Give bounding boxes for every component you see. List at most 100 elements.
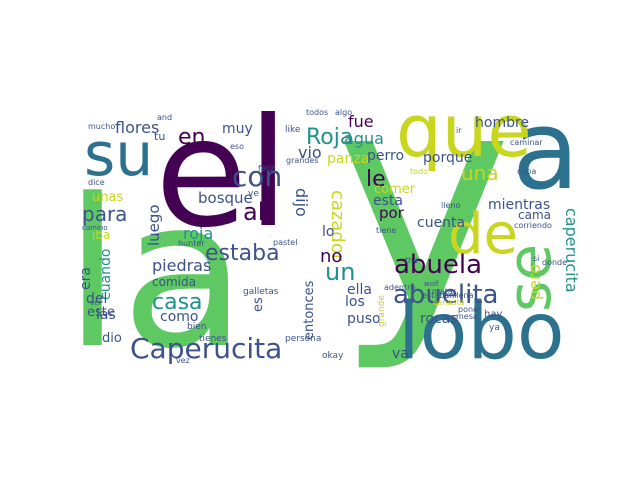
cloud-word-roja_y: Roja [306, 125, 353, 150]
cloud-word-las: las [96, 307, 116, 323]
cloud-word-pastel: pastel [273, 238, 297, 247]
cloud-word-flores: flores [115, 118, 159, 137]
cloud-word-era: era [78, 267, 94, 290]
cloud-word-feliz: feliz [258, 164, 274, 173]
cloud-word-cuenta: cuenta [417, 215, 465, 231]
cloud-word-va: va [392, 346, 409, 362]
cloud-word-agua: agua [344, 129, 384, 148]
cloud-word-rocas: rocas [420, 311, 458, 327]
cloud-word-grandes: grandes [286, 156, 319, 165]
cloud-word-que: que [396, 89, 532, 173]
cloud-word-corriendo: corriendo [514, 221, 552, 230]
cloud-word-lo: lo [322, 224, 334, 240]
cloud-word-cuando: cuando [98, 249, 114, 300]
cloud-word-todo: todo [410, 167, 428, 176]
cloud-word-caperucita_v: caperucita [562, 208, 581, 293]
cloud-word-como: como [160, 309, 198, 325]
cloud-word-no: no [320, 246, 342, 267]
cloud-word-los: los [345, 294, 365, 310]
cloud-word-mientras: mientras [488, 197, 550, 213]
cloud-word-piedras: piedras [152, 256, 211, 275]
cloud-word-la: la [64, 156, 247, 394]
cloud-word-se: se [495, 244, 565, 312]
cloud-word-le: le [366, 167, 386, 192]
cloud-word-al: al [243, 198, 264, 226]
cloud-background [70, 115, 580, 375]
cloud-word-perro: perro [367, 148, 404, 164]
cloud-word-matar: matar [432, 287, 457, 296]
cloud-word-wolf: wolf [424, 280, 439, 288]
cloud-word-cama: cama [518, 208, 551, 222]
cloud-word-like: like [285, 125, 301, 135]
cloud-word-ya: ya [489, 323, 500, 333]
cloud-word-estaba: estaba [205, 241, 280, 266]
cloud-word-grande: grande [377, 295, 387, 327]
cloud-word-tienes: tienes [199, 334, 227, 344]
cloud-word-algo: algo [335, 108, 352, 117]
cloud-word-comer: comer [374, 182, 416, 197]
cloud-word-fue: fue [348, 112, 374, 131]
cloud-word-con: con [232, 160, 282, 193]
cloud-word-dijo: dijo [292, 188, 311, 217]
cloud-word-este: este [87, 305, 115, 320]
cloud-word-mucho: mucho [88, 122, 115, 131]
cloud-word-a: a [512, 86, 579, 214]
cloud-word-poner: poner [458, 305, 482, 314]
cloud-word-bosque: bosque [198, 189, 253, 207]
cloud-word-caminar: caminar [510, 138, 543, 147]
cloud-word-si: si [533, 254, 539, 263]
cloud-word-abuelita: abuelita [393, 280, 499, 310]
cloud-word-capa: capa [517, 167, 536, 176]
cloud-word-y: y [335, 27, 513, 376]
cloud-word-camino: camino [82, 224, 108, 232]
cloud-word-cazador: cazador [327, 190, 348, 262]
cloud-word-muy: muy [222, 121, 253, 137]
cloud-word-iba: iba [92, 228, 110, 242]
cloud-word-una: una [461, 161, 499, 185]
cloud-word-por: por [379, 204, 405, 222]
cloud-word-caperucita_big: Caperucita [130, 332, 282, 365]
cloud-word-tu: tu [154, 130, 165, 143]
cloud-word-ve: ve [248, 189, 259, 199]
cloud-word-dio: dio [102, 331, 122, 346]
cloud-word-hombre: hombre [475, 115, 529, 131]
cloud-word-del: del [86, 291, 107, 307]
cloud-word-bien: bien [187, 322, 206, 332]
cloud-word-dice: dice [88, 178, 105, 187]
cloud-word-canasta: canasta [433, 298, 465, 307]
cloud-word-pero: pero [525, 264, 544, 300]
cloud-word-porque: porque [423, 150, 472, 166]
cloud-word-the: the [405, 256, 418, 265]
cloud-word-esta: esta [373, 193, 403, 209]
cloud-word-es: es [251, 297, 266, 312]
cloud-word-ella: ella [347, 282, 372, 298]
cloud-word-luego: luego [145, 204, 163, 246]
cloud-word-entonces: entonces [302, 280, 317, 340]
cloud-word-vio: vio [298, 143, 322, 162]
cloud-word-ver: ver [90, 299, 101, 307]
cloud-word-hay: hay [484, 309, 502, 320]
cloud-word-okay: okay [322, 351, 344, 361]
cloud-word-mesa: mesa [456, 312, 478, 321]
cloud-word-tiene: tiene [376, 226, 396, 235]
cloud-word-estabanllena: estabanllena [422, 291, 474, 300]
cloud-word-su: su [84, 120, 153, 190]
cloud-word-puso: puso [347, 311, 381, 327]
cloud-word-para: para [82, 202, 127, 226]
cloud-word-hunter: hunter [178, 239, 205, 248]
cloud-word-persona: persona [285, 334, 321, 344]
cloud-word-casa: casa [152, 290, 203, 315]
cloud-word-abuela: abuela [394, 250, 482, 280]
cloud-word-unas: unas [92, 190, 123, 205]
cloud-word-vez: vez [176, 356, 190, 365]
cloud-word-de: de [448, 202, 518, 267]
cloud-word-en: en [178, 125, 205, 150]
cloud-word-el: el [155, 87, 289, 261]
cloud-word-lobo: lobo [398, 287, 565, 377]
cloud-word-donde: donde [542, 258, 567, 267]
cloud-word-roja_small: roja [183, 224, 213, 243]
cloud-word-lleno: lleno [441, 201, 460, 210]
cloud-word-un: un [325, 258, 355, 286]
cloud-word-todos: todos [306, 108, 328, 117]
